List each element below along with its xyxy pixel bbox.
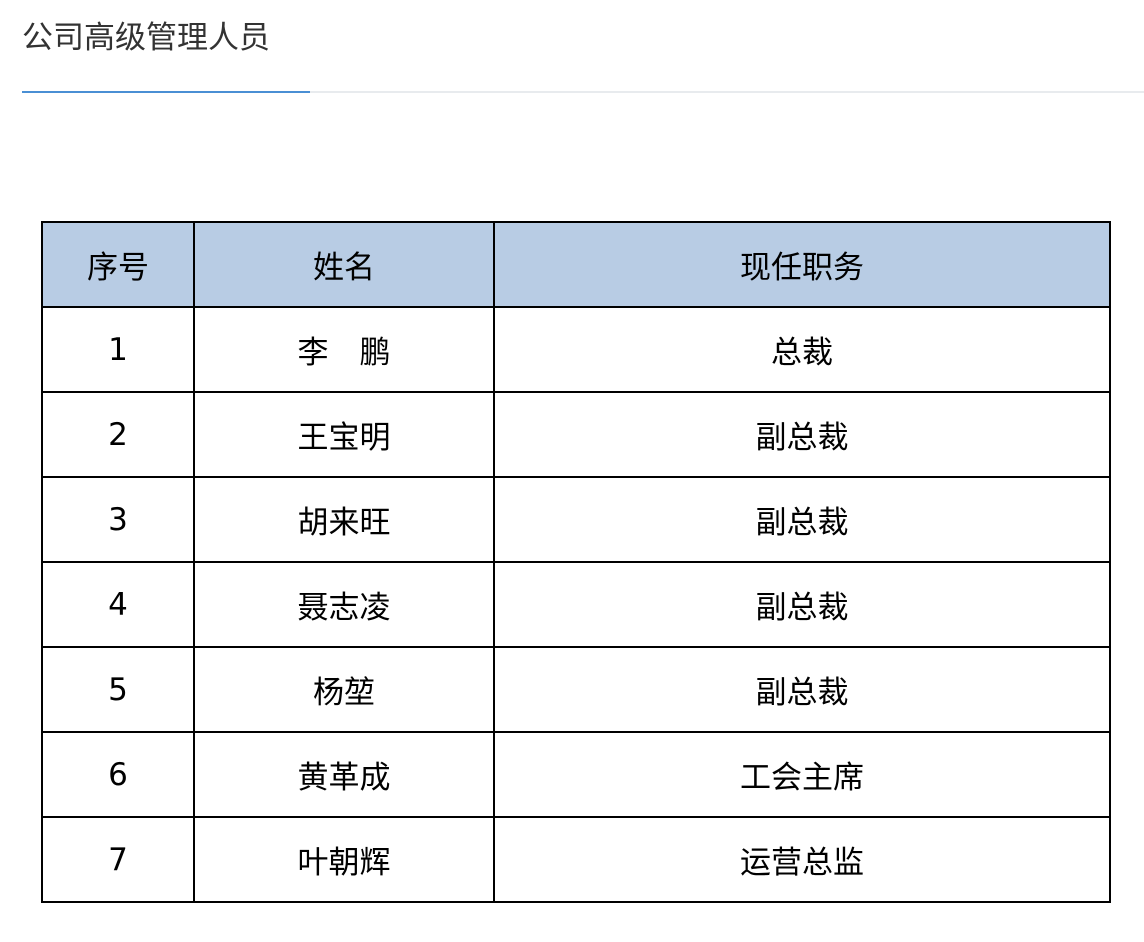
cell-index: 7 [41,816,195,903]
table-row: 6 黄革成 工会主席 [41,731,1111,818]
header-index: 序号 [41,221,195,308]
table-row: 2 王宝明 副总裁 [41,391,1111,478]
table-row: 5 杨堃 副总裁 [41,646,1111,733]
page-title: 公司高级管理人员 [22,20,270,56]
table-row: 3 胡来旺 副总裁 [41,476,1111,563]
cell-name: 聂志凌 [193,561,495,648]
cell-index: 3 [41,476,195,563]
cell-position: 总裁 [493,306,1111,393]
cell-name: 杨堃 [193,646,495,733]
cell-position: 副总裁 [493,391,1111,478]
header-name: 姓名 [193,221,495,308]
cell-position: 运营总监 [493,816,1111,903]
cell-index: 2 [41,391,195,478]
cell-name: 黄革成 [193,731,495,818]
table-row: 7 叶朝辉 运营总监 [41,816,1111,903]
title-underline-accent [22,91,310,93]
cell-name: 王宝明 [193,391,495,478]
cell-index: 6 [41,731,195,818]
table-header-row: 序号 姓名 现任职务 [41,221,1111,308]
cell-position: 副总裁 [493,476,1111,563]
cell-position: 工会主席 [493,731,1111,818]
cell-name: 李 鹏 [193,306,495,393]
cell-index: 5 [41,646,195,733]
header-position: 现任职务 [493,221,1111,308]
cell-name: 叶朝辉 [193,816,495,903]
cell-index: 4 [41,561,195,648]
table-row: 4 聂志凌 副总裁 [41,561,1111,648]
cell-index: 1 [41,306,195,393]
cell-position: 副总裁 [493,646,1111,733]
title-divider [22,91,1144,93]
cell-position: 副总裁 [493,561,1111,648]
cell-name: 胡来旺 [193,476,495,563]
